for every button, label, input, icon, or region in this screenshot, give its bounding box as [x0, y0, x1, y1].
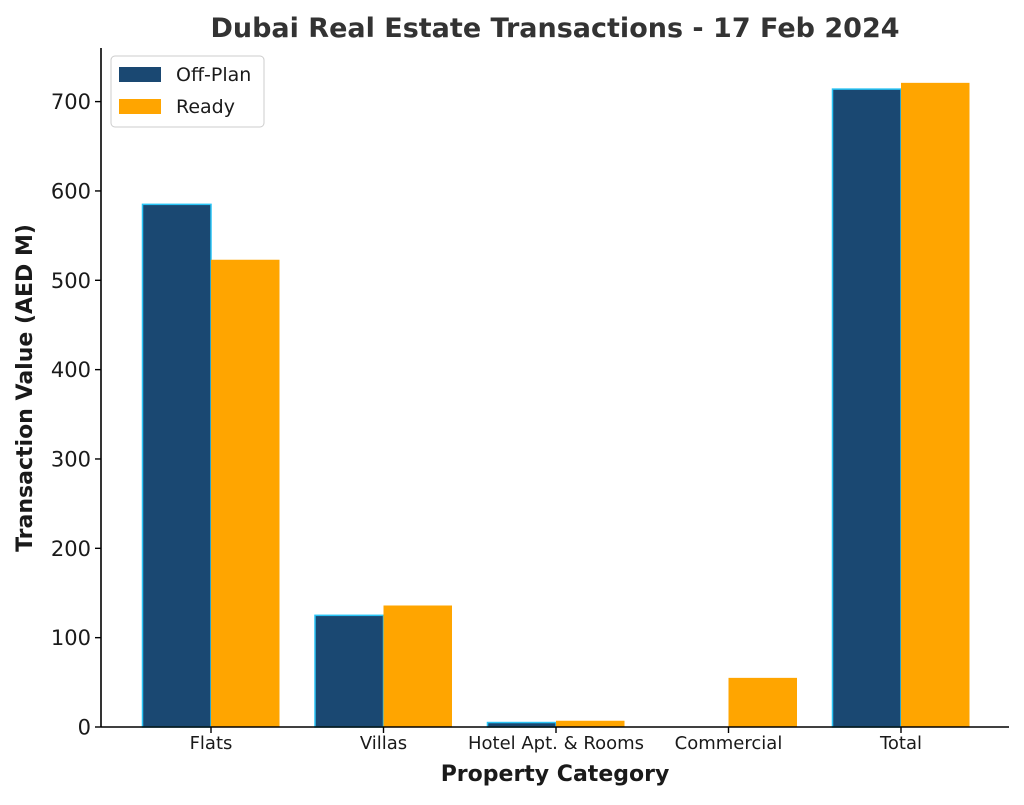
x-tick-label: Hotel Apt. & Rooms	[468, 733, 644, 754]
y-tick-label: 300	[51, 447, 91, 471]
legend-swatch-off-plan	[119, 67, 161, 82]
bar-ready-total	[901, 82, 970, 727]
chart-title: Dubai Real Estate Transactions - 17 Feb …	[210, 13, 899, 44]
legend-label-off-plan: Off-Plan	[176, 64, 251, 86]
x-tick-label: Commercial	[675, 733, 783, 754]
bars-group	[141, 82, 970, 728]
x-ticks-group: Flats Villas Hotel Apt. & Rooms Commercial T…	[190, 727, 922, 754]
bar-off-plan-villas	[314, 614, 385, 728]
x-tick-label: Villas	[360, 733, 407, 754]
bar-ready-commercial	[728, 677, 797, 727]
legend-swatch-ready	[119, 99, 161, 114]
bar-ready-villas	[383, 605, 452, 727]
bar-ready-hotel-apt-rooms	[556, 720, 625, 727]
bar-off-plan-flats	[141, 203, 212, 728]
legend-label-ready: Ready	[176, 96, 235, 118]
y-ticks-group: 0 100 200 300 400 500 600 700	[51, 90, 101, 740]
x-tick-label: Total	[879, 733, 922, 754]
x-tick-label: Flats	[190, 733, 233, 754]
bar-ready-flats	[211, 259, 280, 727]
axes-group	[100, 48, 1009, 728]
y-axis-label: Transaction Value (AED M)	[13, 224, 38, 552]
y-tick-label: 100	[51, 626, 91, 650]
y-tick-label: 200	[51, 537, 91, 561]
x-axis-label: Property Category	[441, 762, 670, 787]
y-tick-label: 400	[51, 358, 91, 382]
y-tick-label: 600	[51, 179, 91, 203]
y-tick-label: 500	[51, 269, 91, 293]
legend: Off-Plan Ready	[110, 55, 265, 128]
y-tick-label: 700	[51, 90, 91, 114]
y-tick-label: 0	[78, 716, 91, 740]
bar-off-plan-total	[831, 88, 902, 728]
